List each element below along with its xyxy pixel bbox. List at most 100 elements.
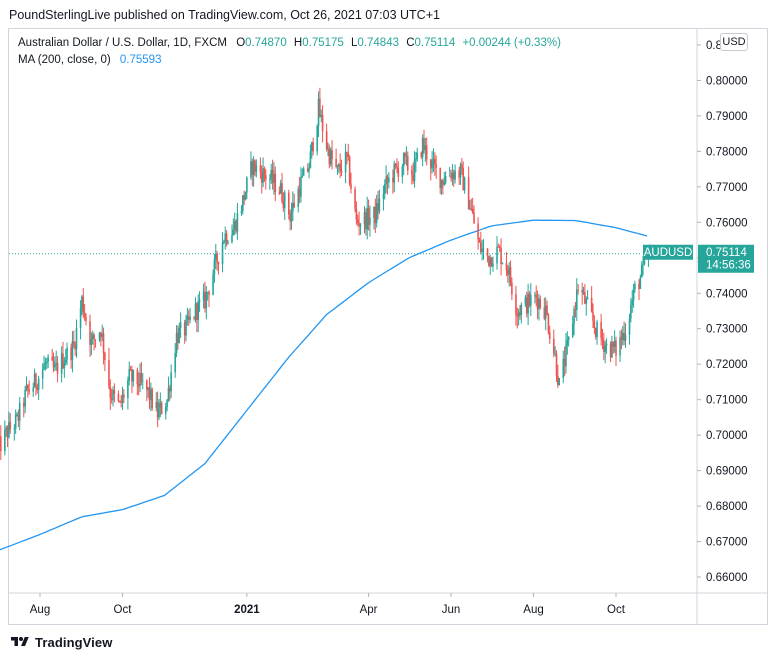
y-tick-label-2: 0.79000: [706, 111, 748, 123]
candle-266: [500, 238, 502, 276]
candle-body: [240, 211, 243, 214]
candle-body: [354, 189, 356, 209]
candle-body: [82, 296, 85, 313]
candle-body: [492, 263, 494, 267]
candle-body: [373, 206, 375, 218]
candle-251: [471, 197, 474, 215]
candle-body: [91, 334, 94, 339]
candle-body: [488, 255, 490, 266]
candle-254: [478, 237, 481, 243]
candle-233: [439, 167, 442, 195]
candle-body: [85, 316, 87, 322]
candle-body: [452, 172, 455, 180]
candle-246: [462, 161, 465, 191]
candle-169: [317, 91, 320, 138]
candle-body: [290, 211, 293, 222]
candle-body: [350, 183, 352, 190]
candle-56: [102, 327, 105, 365]
candle-327: [615, 336, 617, 367]
candle-160: [300, 167, 302, 203]
legend-symbol-row[interactable]: Australian Dollar / U.S. Dollar, 1D, FXC…: [18, 35, 561, 52]
candle-313: [590, 286, 593, 313]
candle-body: [563, 358, 566, 367]
candle-body: [310, 142, 313, 152]
candle-237: [444, 171, 447, 185]
candle-body: [593, 320, 596, 328]
candle-body: [136, 369, 139, 385]
candle-body: [479, 242, 482, 253]
candle-120: [224, 226, 227, 250]
candle-99: [185, 314, 187, 342]
candle-body: [516, 314, 519, 317]
candle-171: [320, 109, 323, 123]
candle-325: [612, 341, 615, 354]
legend-ma-row[interactable]: MA (200, close, 0) 0.75593: [18, 52, 561, 69]
candle-155: [290, 202, 293, 230]
ma-label: MA (200, close, 0): [18, 54, 111, 66]
candle-body: [500, 248, 502, 265]
candle-body: [121, 394, 124, 403]
candle-body: [32, 387, 35, 392]
open-value: 0.74870: [245, 37, 287, 49]
candle-234: [440, 179, 443, 195]
candle-282: [530, 283, 532, 317]
candle-body: [174, 353, 177, 373]
candle-195: [366, 196, 369, 240]
candle-329: [620, 329, 623, 350]
candle-body: [216, 253, 218, 262]
candle-115: [214, 243, 217, 270]
candle-body: [129, 369, 132, 371]
candle-body: [73, 341, 75, 345]
candle-body: [415, 158, 417, 161]
candle-body: [158, 407, 160, 418]
y-tick-label-14: 0.67000: [706, 537, 748, 549]
candle-body: [340, 170, 343, 173]
candle-67: [123, 389, 125, 404]
candle-163: [306, 163, 309, 173]
candle-body: [451, 172, 454, 179]
y-tick-label-12: 0.69000: [706, 466, 748, 478]
candle-9: [14, 409, 17, 435]
candle-240: [451, 164, 454, 186]
candle-129: [242, 194, 244, 215]
candle-body: [13, 428, 16, 430]
candle-64: [118, 400, 121, 403]
candle-308: [581, 282, 583, 305]
candle-319: [601, 328, 604, 350]
candle-177: [331, 140, 333, 170]
candle-268: [505, 252, 508, 277]
candle-245: [461, 157, 463, 175]
candle-188: [354, 186, 356, 213]
currency-badge[interactable]: USD: [720, 33, 748, 51]
candle-body: [601, 337, 604, 341]
candle-42: [75, 319, 78, 358]
candle-312: [586, 289, 589, 300]
axis-layer: 0.810000.800000.790000.780000.770000.760…: [30, 40, 748, 616]
candle-193: [363, 206, 366, 234]
candle-122: [227, 239, 229, 245]
candle-187: [350, 172, 352, 194]
candle-body: [383, 184, 386, 195]
candle-213: [401, 163, 404, 184]
candle-body: [306, 168, 309, 172]
candle-280: [527, 283, 529, 326]
candle-body: [205, 292, 208, 309]
candle-144: [270, 163, 273, 184]
candle-215: [404, 151, 406, 165]
candle-200: [375, 194, 378, 228]
candle-body: [581, 289, 583, 293]
candle-309: [582, 286, 585, 296]
candle-51: [93, 332, 95, 351]
candle-250: [470, 198, 473, 212]
candle-86: [159, 392, 162, 418]
candle-body: [553, 338, 555, 354]
footer-brand[interactable]: TradingView: [9, 632, 112, 652]
candle-302: [567, 336, 570, 347]
candle-170: [319, 87, 321, 118]
candle-body: [212, 275, 214, 295]
candle-114: [213, 253, 216, 283]
candle-138: [259, 157, 262, 179]
candle-55: [101, 324, 103, 342]
candle-306: [575, 278, 578, 322]
